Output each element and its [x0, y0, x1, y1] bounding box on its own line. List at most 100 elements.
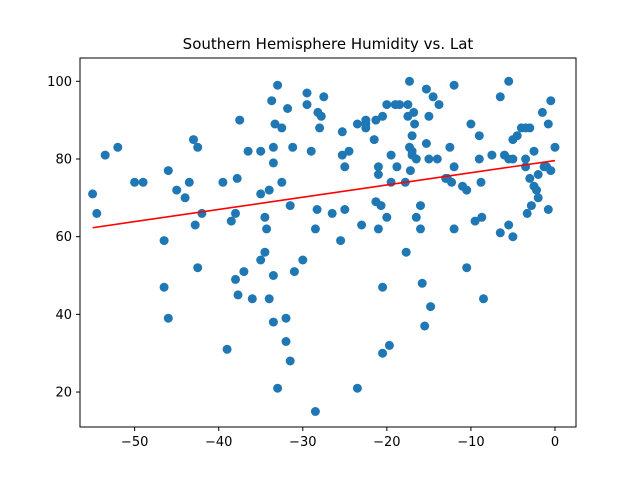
chart-title: Southern Hemisphere Humidity vs. Lat: [183, 35, 474, 53]
data-point: [256, 189, 266, 199]
data-point: [474, 131, 484, 141]
y-tick-label: 20: [55, 386, 72, 401]
data-point: [434, 100, 444, 110]
data-point: [373, 162, 383, 172]
y-tick-label: 80: [55, 152, 72, 167]
data-point: [262, 224, 272, 234]
data-point: [407, 131, 417, 141]
data-point: [289, 267, 299, 277]
data-point: [92, 208, 102, 218]
data-point: [352, 383, 362, 393]
data-point: [100, 150, 110, 160]
data-point: [138, 177, 148, 187]
data-point: [336, 236, 346, 246]
data-point: [190, 220, 200, 230]
data-point: [226, 216, 236, 226]
data-point: [288, 142, 298, 152]
plot-frame: [79, 57, 577, 428]
data-point: [386, 150, 396, 160]
data-point: [180, 193, 190, 203]
x-tick-label: −50: [121, 435, 148, 450]
data-point: [401, 247, 411, 257]
data-point: [159, 236, 169, 246]
data-point: [416, 224, 425, 234]
data-point: [361, 123, 371, 133]
data-point: [337, 150, 347, 160]
data-point: [159, 282, 169, 292]
data-point: [369, 135, 379, 145]
data-point: [424, 111, 434, 121]
data-point: [376, 201, 386, 211]
data-point: [270, 119, 280, 129]
data-point: [312, 205, 322, 214]
data-point: [405, 166, 415, 176]
data-point: [392, 162, 402, 172]
data-point: [476, 177, 486, 187]
data-point: [233, 290, 243, 300]
data-point: [232, 173, 242, 183]
data-point: [543, 205, 553, 214]
data-point: [310, 224, 320, 234]
data-point: [264, 185, 274, 195]
data-point: [197, 208, 207, 218]
y-tick-label: 40: [55, 308, 72, 323]
data-point: [445, 142, 455, 152]
x-axis: −50 −40 −30 −20 −10 0: [121, 427, 559, 450]
data-point: [508, 232, 518, 242]
data-point: [504, 220, 514, 230]
data-point: [373, 224, 383, 234]
data-point: [172, 185, 182, 195]
data-point: [466, 119, 476, 129]
data-point: [428, 92, 438, 102]
data-point: [163, 313, 173, 323]
data-point: [411, 212, 421, 222]
data-point: [378, 348, 388, 358]
data-point: [316, 111, 326, 121]
data-point: [449, 80, 459, 90]
data-point: [495, 228, 505, 238]
data-point: [529, 146, 539, 156]
data-point: [373, 170, 383, 179]
data-point: [543, 119, 553, 129]
data-point: [189, 135, 198, 145]
data-point: [310, 407, 320, 416]
data-point: [533, 193, 543, 203]
data-point: [546, 166, 556, 176]
data-point: [283, 104, 293, 113]
data-point: [268, 142, 278, 152]
y-tick-label: 60: [55, 230, 72, 245]
data-point: [319, 92, 329, 102]
data-point: [525, 173, 535, 183]
data-point: [231, 274, 240, 284]
x-tick-label: 0: [551, 435, 559, 450]
data-point: [395, 100, 404, 110]
data-point: [474, 154, 484, 164]
data-point: [532, 185, 541, 195]
data-point: [337, 127, 347, 137]
x-tick-label: −40: [205, 435, 232, 450]
data-point: [411, 154, 421, 164]
y-tick-label: 100: [47, 75, 72, 90]
data-point: [264, 294, 274, 304]
data-point: [424, 154, 434, 164]
data-point: [231, 208, 240, 218]
data-point: [550, 142, 560, 152]
data-point: [382, 212, 392, 222]
data-point: [273, 383, 283, 393]
data-point: [281, 313, 291, 323]
data-point: [273, 80, 283, 90]
data-point: [88, 189, 98, 199]
data-point: [378, 282, 388, 292]
data-point: [256, 146, 266, 156]
data-point: [268, 317, 278, 327]
data-point: [403, 100, 413, 110]
data-point: [525, 123, 535, 133]
data-point: [426, 302, 436, 312]
data-point: [340, 162, 350, 172]
data-point: [285, 201, 295, 211]
data-point: [306, 146, 316, 156]
data-point: [462, 263, 472, 273]
data-point: [130, 177, 140, 187]
data-point: [512, 131, 522, 141]
